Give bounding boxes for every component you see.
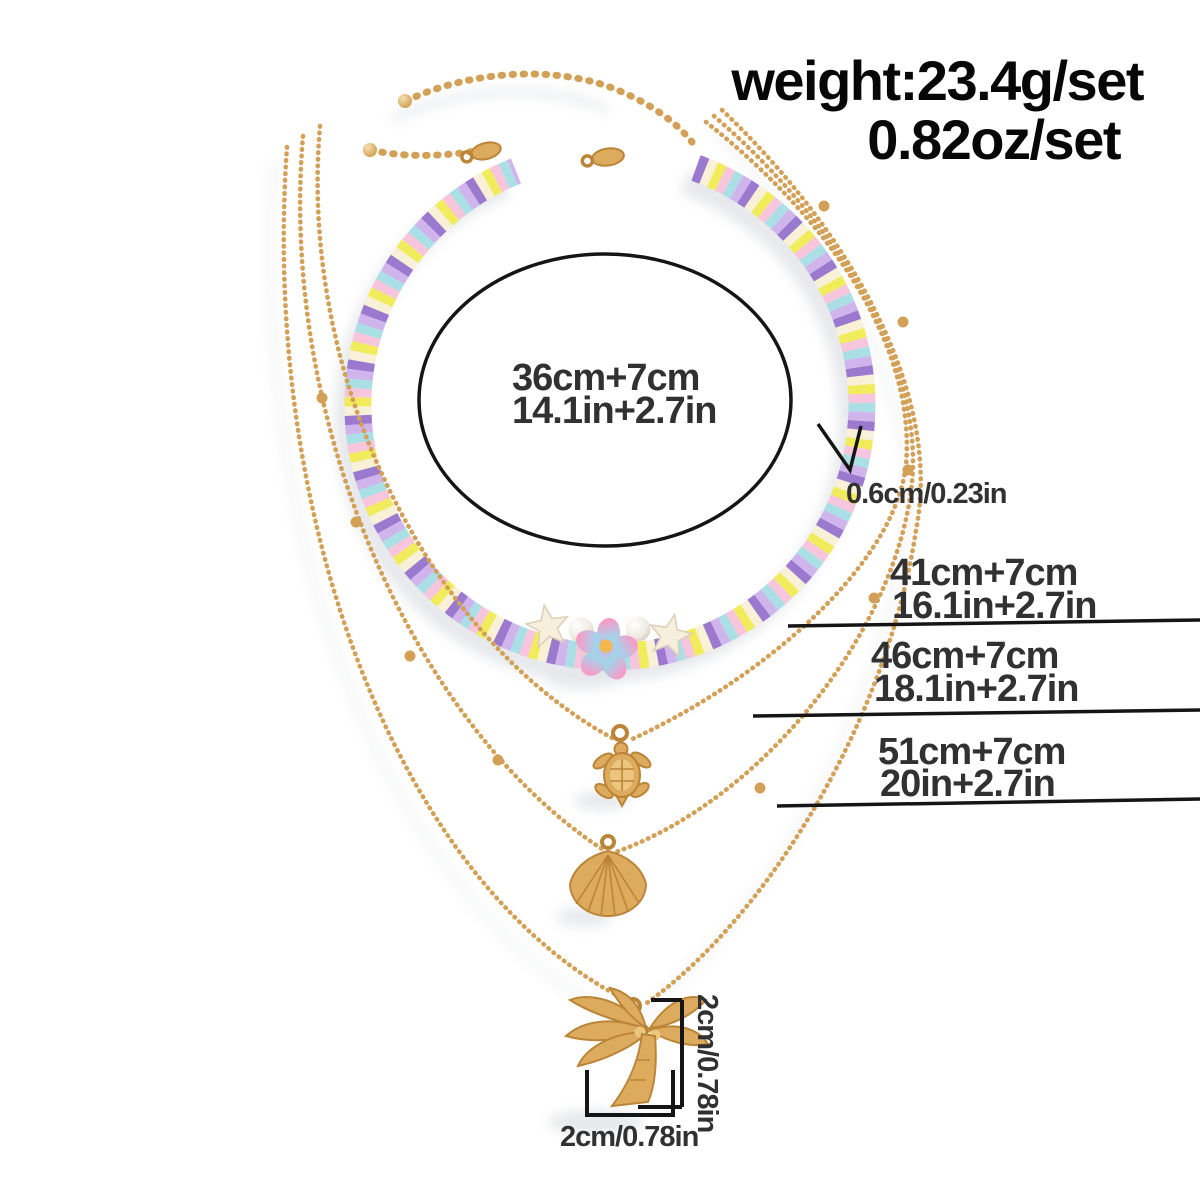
chain51-callout-line bbox=[776, 797, 1200, 808]
soft-shadows bbox=[268, 88, 910, 1134]
choker-length-cm-label: 36cm+7cm bbox=[512, 357, 699, 399]
starfish-icon bbox=[649, 612, 694, 658]
weight-label-line1: weight:23.4g/set bbox=[730, 49, 1144, 112]
chain-46cm bbox=[297, 133, 605, 852]
chain46-callout-line bbox=[752, 708, 1200, 718]
pendants bbox=[563, 724, 710, 1108]
chain41-length-cm-label: 41cm+7cm bbox=[890, 552, 1077, 594]
choker-length-in-label: 14.1in+2.7in bbox=[512, 390, 717, 432]
starfish-icon bbox=[524, 603, 570, 649]
extender-chain-icon bbox=[402, 70, 696, 146]
chain46-length-cm-label: 46cm+7cm bbox=[871, 635, 1058, 677]
pendant-height-label: 2cm/0.78in bbox=[691, 994, 723, 1132]
weight-label-line2: 0.82oz/set bbox=[867, 108, 1121, 171]
chain51-length-in-label: 20in+2.7in bbox=[880, 763, 1055, 805]
choker-measure-ellipse bbox=[417, 252, 793, 548]
chain41-length-in-label: 16.1in+2.7in bbox=[892, 585, 1097, 627]
chain51-length-cm-label: 51cm+7cm bbox=[878, 731, 1065, 773]
pendant-width-label: 2cm/0.78in bbox=[560, 1121, 698, 1153]
bead-size-label: 0.6cm/0.23in bbox=[846, 478, 1007, 510]
palm-tree-pendant-icon bbox=[563, 986, 710, 1108]
pearl-bead-icon bbox=[625, 616, 651, 642]
lobster-clasp-icon bbox=[460, 141, 502, 164]
chain-46cm bbox=[613, 113, 916, 855]
chain41-callout-line bbox=[787, 618, 1200, 628]
bead-caliper-mark bbox=[816, 423, 863, 475]
plumeria-flower-icon bbox=[571, 616, 640, 684]
size-annotations: 36cm+7cm 14.1in+2.7in 0.6cm/0.23in 41cm+… bbox=[417, 252, 1200, 1153]
chain46-length-in-label: 18.1in+2.7in bbox=[874, 668, 1079, 710]
pendant-width-bracket bbox=[585, 1070, 675, 1117]
extender-chain-icon bbox=[367, 146, 480, 159]
scallop-shell-pendant-icon bbox=[568, 834, 648, 917]
chain-51cm bbox=[281, 144, 631, 1004]
clasp-hardware bbox=[363, 94, 625, 168]
chain-51cm bbox=[641, 107, 923, 1008]
satellite-beads bbox=[316, 200, 914, 794]
weight-header: weight:23.4g/set 0.82oz/set bbox=[730, 49, 1145, 171]
lobster-clasp-icon bbox=[580, 147, 625, 168]
extender-ball-end bbox=[363, 143, 377, 157]
turtle-pendant-icon bbox=[592, 724, 652, 809]
gold-chains bbox=[281, 70, 923, 1008]
chain-41cm bbox=[315, 123, 617, 742]
choker-centerpiece bbox=[524, 603, 694, 684]
extender-ball-end bbox=[398, 94, 412, 108]
